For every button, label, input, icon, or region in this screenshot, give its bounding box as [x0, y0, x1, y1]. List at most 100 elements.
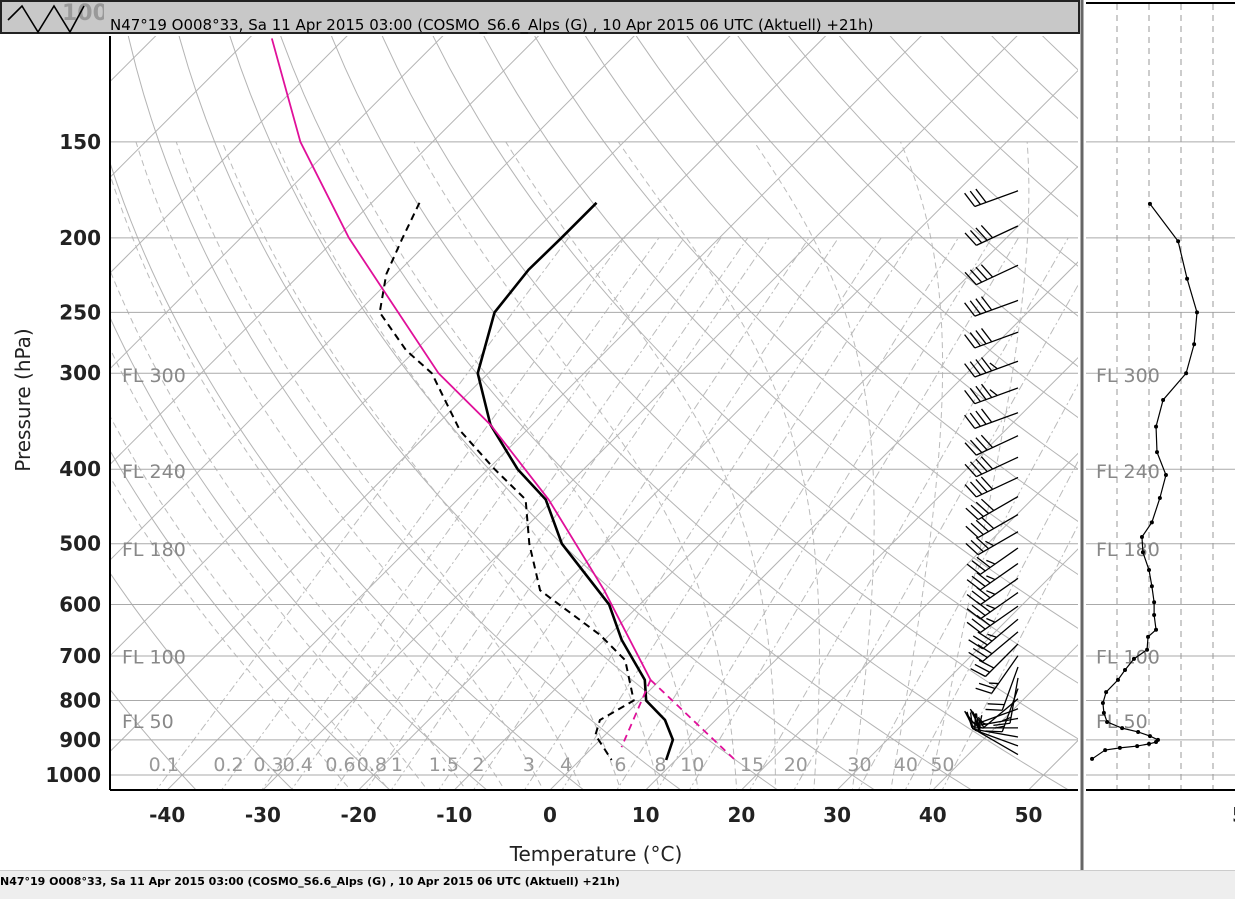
mixing-ratio-line [153, 238, 569, 795]
x-tick-label: 10 [632, 803, 660, 827]
mixing-ratio-line [614, 238, 958, 795]
wind-barb-staff [985, 644, 1018, 677]
side-profile-point [1154, 740, 1158, 744]
y-tick-label: 300 [59, 361, 101, 385]
wind-barb-staff [980, 548, 1018, 574]
side-profile-point [1136, 730, 1140, 734]
x-tick-label: 20 [727, 803, 755, 827]
mixing-ratio-label: 30 [847, 754, 871, 776]
side-profile-point [1116, 678, 1120, 682]
side-profile-point [1147, 742, 1151, 746]
mixing-ratio-label: 0.4 [283, 754, 313, 776]
background-grid [0, 7, 1235, 795]
wind-barb-feather [986, 709, 1003, 710]
wind-barb-feather [990, 390, 997, 396]
isotherm [0, 7, 663, 795]
mixing-ratio-label: 4 [560, 754, 572, 776]
side-profile-point [1090, 757, 1094, 761]
sounding-title: N47°19 O008°33, Sa 11 Apr 2015 03:00 (CO… [110, 16, 873, 34]
dry-adiabat [1162, 7, 1235, 795]
zigzag-sounding-icon[interactable]: 100 [4, 2, 104, 34]
side-profile-point [1103, 748, 1107, 752]
x-tick-label: 50 [1015, 803, 1043, 827]
wind-barb-staff [978, 497, 1018, 520]
dry-adiabat [221, 7, 881, 795]
title-bar: 100 N47°19 O008°33, Sa 11 Apr 2015 03:00… [0, 0, 1080, 34]
side-profile-point [1192, 342, 1196, 346]
side-profile-point [1101, 701, 1105, 705]
dewpoint-line [380, 203, 634, 760]
mixing-ratio-label: 1 [391, 754, 403, 776]
mixing-ratio-label: 0.8 [357, 754, 387, 776]
wind-barb-staff [975, 300, 1018, 316]
x-tick-label: 40 [919, 803, 947, 827]
wind-barb-staff [975, 332, 1018, 348]
status-bar: N47°19 O008°33, Sa 11 Apr 2015 03:00 (CO… [0, 870, 1235, 899]
wind-barb-feather [979, 660, 994, 668]
y-tick-label: 250 [59, 300, 101, 324]
x-tick-label: -20 [341, 803, 377, 827]
x-tick-label: -30 [245, 803, 281, 827]
x-tick-label: 30 [823, 803, 851, 827]
flight-level-label: FL 180 [122, 539, 186, 561]
wind-barbs [965, 189, 1018, 754]
mixing-ratio-label: 6 [614, 754, 626, 776]
wind-barb-feather [988, 704, 1005, 705]
side-profile-point [1164, 473, 1168, 477]
isotherm [0, 7, 472, 795]
side-profile-point [1148, 202, 1152, 206]
side-profile-point [1104, 690, 1108, 694]
x-axis-title: Temperature (°C) [509, 842, 683, 866]
isotherm [0, 7, 281, 795]
mixing-ratio-line [363, 238, 748, 795]
mixing-ratio-line [792, 238, 1105, 795]
mixing-ratio-line [747, 238, 1068, 795]
side-profile-point [1154, 628, 1158, 632]
side-profile-point [1147, 568, 1151, 572]
moist-adiabat [276, 142, 661, 795]
y-tick-label: 200 [59, 226, 101, 250]
wind-barb-feather [976, 688, 992, 693]
mixing-ratio-label: 0.2 [213, 754, 243, 776]
y-tick-label: 400 [59, 457, 101, 481]
side-profile-point [1155, 450, 1159, 454]
dry-adiabat [964, 7, 1235, 795]
side-profile-point [1152, 600, 1156, 604]
y-tick-label: 600 [59, 593, 101, 617]
isotherm [354, 7, 1142, 795]
flight-level-label: FL 50 [122, 711, 174, 733]
dry-adiabat [914, 7, 1235, 795]
side-profile-point [1158, 496, 1162, 500]
mixing-ratio-label: 0.6 [325, 754, 355, 776]
side-profile-point [1152, 613, 1156, 617]
y-axis-title: Pressure (hPa) [11, 328, 35, 471]
flight-level-label: FL 240 [1096, 461, 1160, 483]
dry-adiabat [617, 7, 1235, 795]
y-tick-label: 500 [59, 532, 101, 556]
side-profile-point [1148, 734, 1152, 738]
dry-adiabat [320, 7, 1076, 795]
flight-level-label: FL 100 [122, 647, 186, 669]
flight-level-label: FL 300 [1096, 365, 1160, 387]
mixing-ratio-label: 40 [894, 754, 918, 776]
y-tick-label: 700 [59, 644, 101, 668]
x-tick-label: -10 [436, 803, 472, 827]
mixing-ratio-label: 10 [680, 754, 704, 776]
side-profile-point [1195, 310, 1199, 314]
dry-adiabat [1113, 7, 1235, 795]
mixing-ratio-label: 8 [654, 754, 666, 776]
isotherm [1120, 7, 1235, 795]
mixing-ratio-label: 0.1 [149, 754, 179, 776]
dry-adiabat [0, 7, 395, 795]
isotherm [258, 7, 1046, 795]
wind-barb-staff [980, 578, 1018, 604]
wind-barb-staff [975, 388, 1018, 404]
mixing-ratio-line [218, 238, 624, 795]
side-profile-point [1120, 726, 1124, 730]
mixing-ratio-line [288, 238, 684, 795]
side-profile-point [1145, 648, 1149, 652]
y-tick-label: 1000 [45, 763, 101, 787]
status-text: N47°19 O008°33, Sa 11 Apr 2015 03:00 (CO… [0, 875, 620, 888]
side-profile-point [1140, 535, 1144, 539]
